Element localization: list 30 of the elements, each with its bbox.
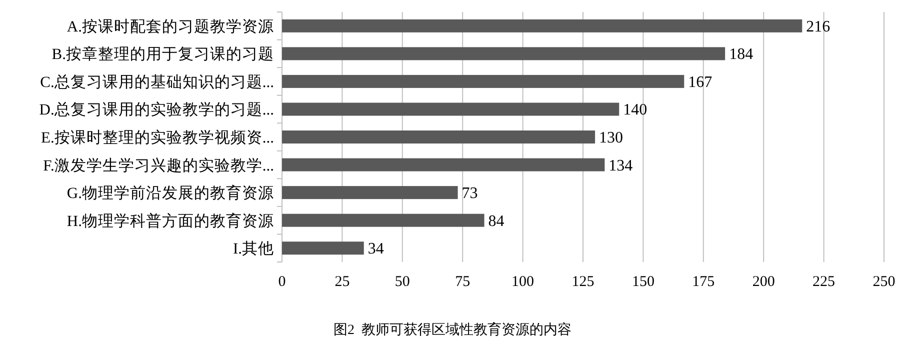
- data-label: 134: [608, 157, 633, 174]
- x-tick-label: 250: [872, 274, 896, 290]
- x-tick-label: 175: [692, 274, 715, 290]
- y-tick-label: D.总复习课用的实验教学的习题...: [39, 100, 274, 119]
- data-label: 140: [623, 102, 648, 119]
- x-tick-label: 0: [278, 274, 286, 290]
- y-tick-label: H.物理学科普方面的教育资源: [66, 212, 274, 230]
- text: 图2 教师可获得区域性教育资源的内容: [334, 321, 572, 338]
- x-tick-label: 125: [572, 274, 594, 290]
- x-tick-label: 75: [455, 274, 470, 290]
- y-tick-label: B.按章整理的用于复习课的习题: [52, 45, 274, 64]
- x-tick-label: 25: [334, 274, 350, 290]
- y-tick-label: C.总复习课用的基础知识的习题...: [40, 72, 274, 91]
- data-label: 73: [462, 185, 478, 202]
- data-label: 84: [488, 212, 504, 230]
- y-tick-label: A.按课时配套的习题教学资源: [66, 17, 274, 36]
- y-tick-label: F.激发学生学习兴趣的实验教学...: [43, 156, 274, 174]
- y-tick-label: I.其他: [232, 240, 274, 258]
- y-tick-label: E.按课时整理的实验教学视频资...: [41, 128, 274, 146]
- data-label: 184: [729, 46, 754, 64]
- x-tick-label: 50: [394, 274, 410, 290]
- data-label: 167: [688, 74, 712, 91]
- x-tick-label: 200: [752, 274, 775, 290]
- x-tick-label: 100: [512, 274, 534, 290]
- data-label: 130: [599, 130, 624, 146]
- x-tick-label: 150: [632, 274, 654, 290]
- y-tick-label: G.物理学前沿发展的教育资源: [66, 184, 274, 202]
- x-tick-label: 225: [812, 274, 836, 290]
- data-label: 34: [368, 240, 384, 258]
- data-label: 216: [806, 18, 830, 36]
